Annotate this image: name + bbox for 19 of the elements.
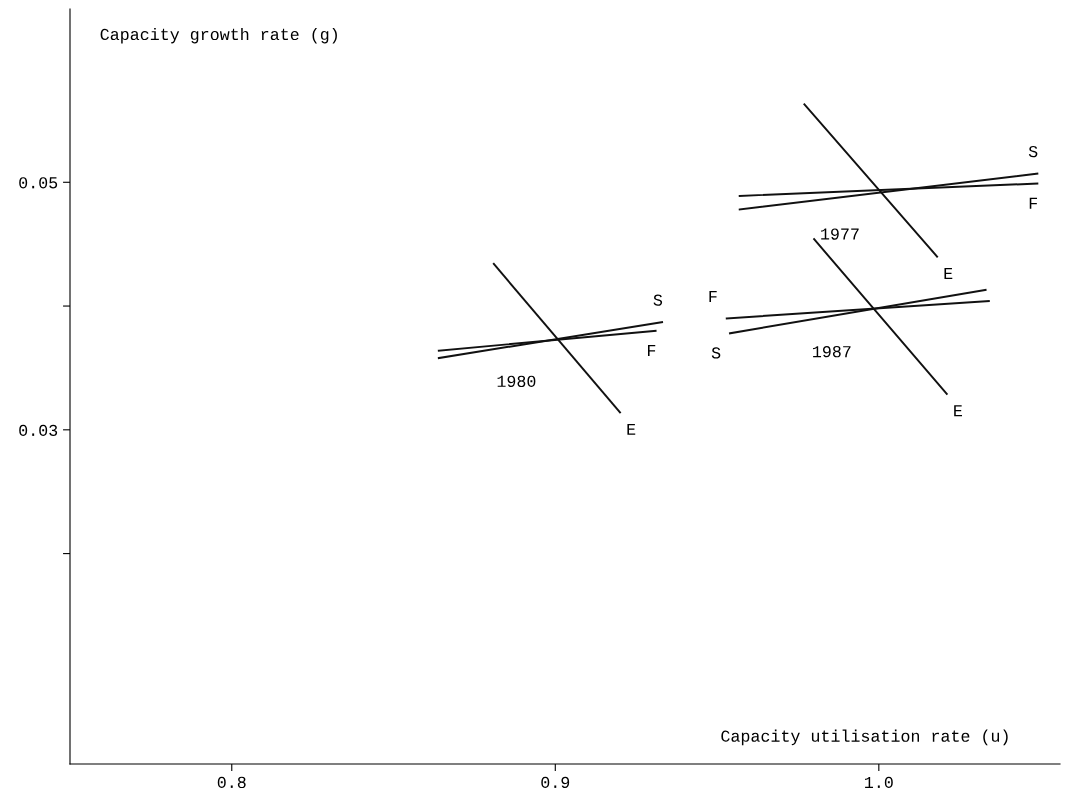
- annotation: 1977: [821, 228, 859, 240]
- annotation: 1987: [813, 345, 851, 358]
- y-axis-title: Capacity growth rate (g): [100, 27, 337, 44]
- annotation: F: [709, 290, 717, 302]
- annotation: 1980: [497, 375, 536, 387]
- x-tick-label: 0.8: [217, 776, 246, 789]
- annotation: F: [1029, 197, 1038, 209]
- x-tick-label: 0.9: [541, 776, 570, 789]
- annotation: F: [648, 344, 656, 356]
- annotation: E: [944, 267, 953, 279]
- x-tick-label: 1.0: [865, 776, 893, 789]
- x-axis-title: Capacity utilisation rate (u): [721, 729, 1008, 746]
- annotation: S: [653, 294, 663, 306]
- y-tick-label: 0.05: [19, 177, 58, 189]
- annotation: S: [711, 347, 721, 359]
- annotation: E: [627, 423, 636, 435]
- annotation: E: [954, 405, 962, 417]
- annotation: S: [1028, 145, 1038, 158]
- y-tick-label: 0.03: [19, 424, 58, 437]
